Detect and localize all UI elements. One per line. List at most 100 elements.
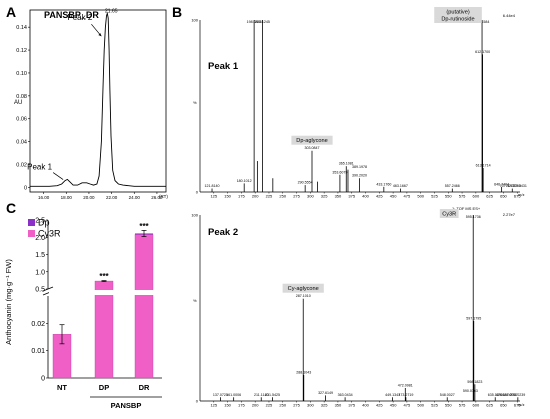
category-label-NT: NT <box>57 383 67 392</box>
spectrum1-ylabel: % <box>193 100 197 105</box>
b1-peak-label-4: 290.5554 <box>298 181 313 185</box>
b2-peak-label-11: 548.0027 <box>440 393 455 397</box>
spectrum2-ylabel: % <box>193 298 197 303</box>
b1-annotation-text-0-0: (putative) <box>446 10 469 16</box>
b1-peak-label-19: 770.3431 <box>512 184 527 188</box>
spectrum2-intensity: 2.27e7 <box>503 212 516 217</box>
b2-peak-label-6: 327.6149 <box>318 391 333 395</box>
b2-annotation-bg-0 <box>439 209 459 218</box>
b1-peak-label-13: 611.1584 <box>475 20 490 24</box>
b1-peak-label-16: 646.7404 <box>494 182 509 186</box>
spectrum1-title: Peak 1 <box>208 61 239 72</box>
b2-xtick-label-20: 625 <box>486 403 493 408</box>
b1-xtick-label-18: 575 <box>459 194 466 199</box>
panel-a-chromatogram: PANSBP_DR AU (RT) 0 0.02 0.04 0.06 0.08 0.10 0… <box>14 8 168 200</box>
chromatogram-frame <box>29 9 167 193</box>
b2-xtick-label-14: 475 <box>404 403 411 408</box>
a-xtick-label-0: 16.00 <box>38 195 50 200</box>
b1-xtick-label-7: 300 <box>307 194 314 199</box>
b2-xtick-label-4: 225 <box>266 403 273 408</box>
b2-peak-label-8: 449.1347 <box>385 393 400 397</box>
bar-cy3r-DR <box>134 234 154 379</box>
bar-break-gap <box>49 290 162 295</box>
b1-annotation-box-1: Dp-aglycone <box>291 135 333 145</box>
spectrum2-title: Peak 2 <box>208 227 238 238</box>
spectrum1-xunit: m/z <box>518 192 524 197</box>
legend-swatch-cy3r <box>28 230 35 237</box>
peak-1-label: Peak 1 <box>27 163 52 172</box>
b2-annotation-text-1-0: Cy-aglycone <box>288 286 319 292</box>
panel-letter-c: C <box>6 200 16 216</box>
b2-xtick-label-9: 350 <box>335 403 342 408</box>
b1-peak-label-12: 557.2466 <box>445 184 460 188</box>
b1-xtick-label-8: 325 <box>321 194 328 199</box>
b1-xtick-label-16: 525 <box>431 194 438 199</box>
legend-label-dp: Dp <box>38 218 50 228</box>
category-label-DP: DP <box>99 383 109 392</box>
b2-peak-label-7: 363.0434 <box>338 393 353 397</box>
a-xtick-label-3: 22.00 <box>106 195 118 200</box>
category-label-DR: DR <box>139 383 150 392</box>
b1-peak-label-6: 353.6079 <box>332 170 347 174</box>
a-ytick-label-2: 0.04 <box>16 140 27 146</box>
b1-annotation-text-0-1: Dp-rutinoside <box>441 17 474 23</box>
b1-peak-label-0: 121.8140 <box>205 184 220 188</box>
panel-c-anthocyanin-bars: Anthocyanin (mg·g⁻¹ FW) 0 0.01 0.02 0.5 1.0 1… <box>4 218 162 410</box>
b1-peak-label-3: 213.1245 <box>255 20 270 24</box>
b2-xtick-label-7: 300 <box>307 403 314 408</box>
a-ytick-label-3: 0.06 <box>16 117 27 123</box>
b1-xtick-label-20: 625 <box>486 194 493 199</box>
b1-peak-label-17: 707.4270 <box>500 184 515 188</box>
b2-annotation-box-0: Cy3R <box>439 209 459 218</box>
b2-peak-label-15: 590.0763 <box>463 389 478 393</box>
peak-1-arrow <box>52 172 64 180</box>
spectrum2-instrument: 1: TOF MS ES+ <box>452 206 481 211</box>
b1-xtick-label-19: 600 <box>473 194 480 199</box>
panel-b-spectrum-peak2: Peak 2 1: TOF MS ES+ 2.27e7 % m/z 0 100 1… <box>191 206 525 408</box>
b1-peak-label-7: 365.1081 <box>339 162 354 166</box>
a-xtick-label-4: 24.00 <box>129 195 141 200</box>
c-ytick-lower-label-1: 0.01 <box>31 348 45 355</box>
b1-xtick-label-13: 450 <box>390 194 397 199</box>
bar-cy3r-DP <box>94 280 114 379</box>
legend-label-cy3r: Cy3R <box>38 229 61 239</box>
chromatogram-peak-value: 21.65 <box>105 8 118 14</box>
b1-xtick-label-6: 275 <box>293 194 300 199</box>
b2-peak-label-5: 288.1043 <box>296 370 311 374</box>
anthocyanin-ylabel: Anthocyanin (mg·g⁻¹ FW) <box>4 259 13 345</box>
b2-xtick-label-17: 550 <box>445 403 452 408</box>
b2-xtick-label-10: 375 <box>348 403 355 408</box>
b1-peak-label-18: 719.7290 <box>506 184 521 188</box>
b1-peak-label-11: 463.1667 <box>393 184 408 188</box>
a-ytick-label-6: 0.12 <box>16 48 27 54</box>
b1-xtick-label-2: 175 <box>238 194 245 199</box>
b1-annotation-box-0: (putative)Dp-rutinoside <box>434 7 482 23</box>
b1-xtick-label-1: 150 <box>224 194 231 199</box>
b1-xtick-label-0: 125 <box>210 194 217 199</box>
b2-xtick-label-5: 250 <box>279 403 286 408</box>
significance-DP: *** <box>99 272 109 281</box>
b1-xtick-label-11: 400 <box>362 194 369 199</box>
b2-peak-label-18: 684.0667 <box>503 393 518 397</box>
c-ytick-lower-label-0: 0 <box>41 376 45 383</box>
chromatogram-xunit: (RT) <box>159 194 168 199</box>
c-ytick-lower-label-2: 0.02 <box>31 321 45 328</box>
a-ytick-label-0: 0 <box>24 185 27 191</box>
a-ytick-label-1: 0.02 <box>16 163 27 169</box>
b2-peak-label-2: 211.1140 <box>254 393 268 397</box>
b2-annotation-box-1: Cy-aglycone <box>282 283 324 293</box>
a-xtick-label-5: 26.00 <box>151 195 163 200</box>
peak-2-arrowhead <box>98 33 102 37</box>
b2-peak-label-10: 473.2719 <box>398 393 413 397</box>
a-ytick-label-7: 0.14 <box>16 25 27 31</box>
b2-xtick-label-12: 425 <box>376 403 383 408</box>
b1-xtick-label-22: 675 <box>514 194 521 199</box>
b2-peak-label-17: 676.1074 <box>496 393 511 397</box>
b2-annotation-bg-1 <box>282 283 324 293</box>
b2-peak-label-14: 598.1823 <box>467 380 482 384</box>
c-ytick-upper-label-4: 2.5 <box>35 218 45 225</box>
b2-peak-label-16: 635.1090 <box>488 393 503 397</box>
b1-ytick-label-1: 100 <box>191 18 198 23</box>
